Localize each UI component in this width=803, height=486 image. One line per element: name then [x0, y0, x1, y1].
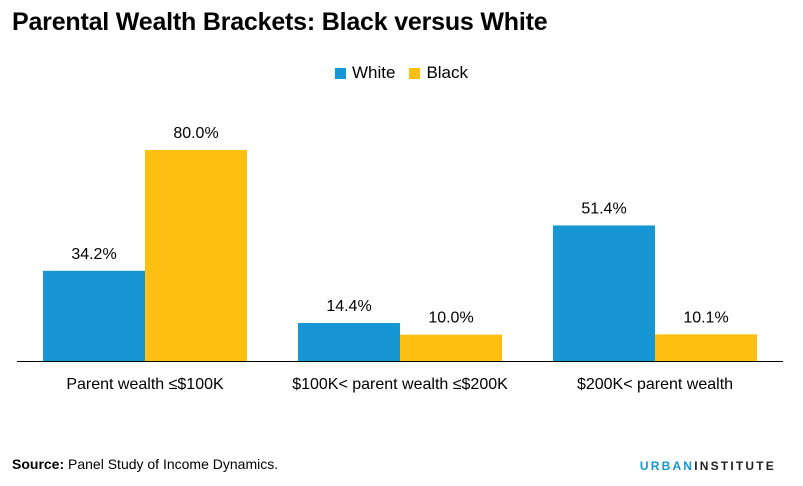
source-text: Panel Study of Income Dynamics.: [64, 456, 279, 472]
bar-black-2: [655, 334, 757, 361]
brand-institute: INSTITUTE: [694, 459, 776, 473]
data-label-white-2: 51.4%: [581, 200, 626, 217]
legend-swatch-black: [409, 67, 421, 79]
brand-urban: URBAN: [639, 459, 695, 473]
legend-label-white: White: [351, 63, 396, 82]
bar-white-0: [43, 270, 145, 361]
data-label-black-2: 10.1%: [683, 309, 728, 326]
bar-black-1: [400, 334, 502, 361]
bar-white-1: [298, 323, 400, 361]
legend-swatch-white: [334, 67, 346, 79]
legend: White Black: [0, 63, 803, 83]
source-label: Source:: [12, 456, 65, 472]
data-label-white-0: 34.2%: [71, 246, 116, 263]
category-label-1: $100K< parent wealth ≤$200K: [292, 376, 508, 393]
data-label-black-0: 80.0%: [173, 125, 218, 142]
chart-title: Parental Wealth Brackets: Black versus W…: [12, 8, 548, 36]
data-label-black-1: 10.0%: [428, 310, 473, 327]
legend-item-black: Black: [409, 63, 468, 83]
bar-white-2: [553, 225, 655, 361]
category-label-2: $200K< parent wealth: [577, 376, 733, 393]
data-label-white-1: 14.4%: [326, 298, 371, 315]
category-label-0: Parent wealth ≤$100K: [66, 376, 224, 393]
source-note: Source: Panel Study of Income Dynamics.: [12, 456, 278, 472]
brand-logo: URBANINSTITUTE: [640, 459, 776, 473]
legend-item-white: White: [334, 63, 396, 83]
legend-label-black: Black: [426, 63, 469, 82]
bar-black-0: [145, 150, 247, 361]
